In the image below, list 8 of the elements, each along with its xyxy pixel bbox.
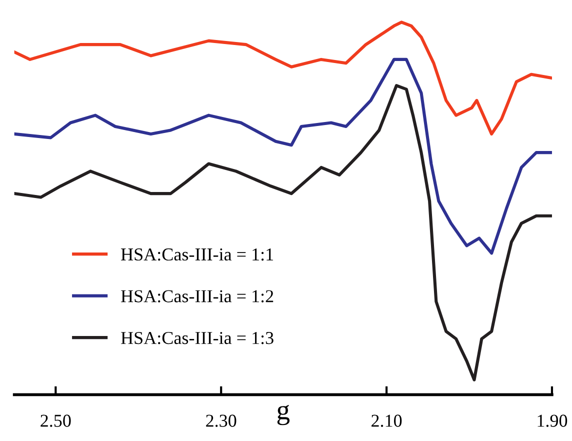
x-tick-label: 2.30: [206, 414, 236, 427]
x-tick-label: 2.50: [40, 414, 71, 427]
x-tick-label: 2.10: [372, 414, 402, 427]
x-axis-title: g: [277, 404, 290, 426]
legend-label: HSA:Cas-III-ia = 1:2: [121, 290, 274, 302]
legend-label: HSA:Cas-III-ia = 1:3: [121, 332, 274, 344]
legend-label: HSA:Cas-III-ia = 1:1: [121, 248, 274, 261]
x-tick-label: 1.90: [538, 414, 568, 427]
